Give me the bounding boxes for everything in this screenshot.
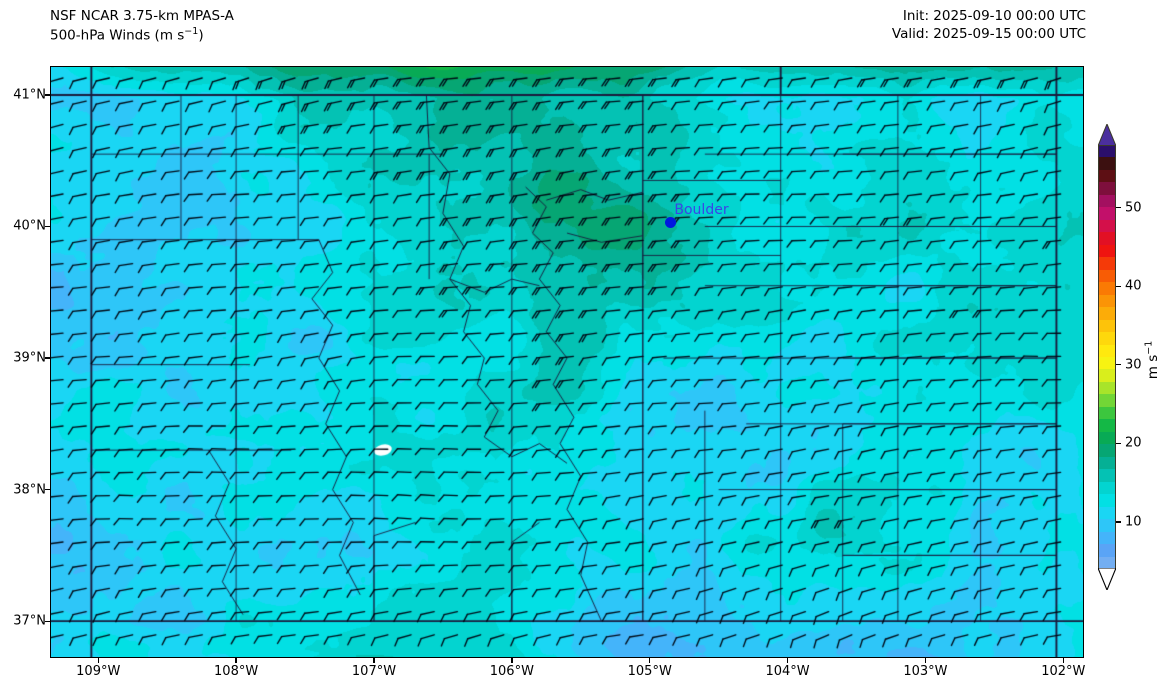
y-axis-tick-label-2: 39°N: [13, 350, 46, 366]
colorbar-segment-23: [1098, 431, 1116, 445]
colorbar-segment-19: [1098, 381, 1116, 395]
x-axis-tick-mark-0: [97, 658, 99, 663]
colorbar-segment-6: [1098, 219, 1116, 233]
x-axis-tick-mark-4: [649, 658, 651, 663]
colorbar-segment-16: [1098, 344, 1116, 358]
colorbar-segment-0: [1098, 145, 1116, 159]
colorbar-tick-mark-1: [1116, 285, 1121, 287]
colorbar-tick-label-3: 20: [1125, 435, 1142, 451]
field-title: 500-hPa Winds (m s−1): [50, 26, 204, 44]
colorbar-segment-33: [1098, 556, 1116, 570]
colorbar-outline: [1098, 145, 1116, 569]
field-title-text: 500-hPa Winds (m s: [50, 27, 185, 44]
y-axis-tick-mark-0: [45, 94, 50, 96]
colorbar-segment-26: [1098, 469, 1116, 483]
x-axis-tick-label-0: 109°W: [76, 664, 121, 679]
x-axis-tick-mark-1: [235, 658, 237, 663]
map-plot-area[interactable]: Boulder: [50, 66, 1084, 658]
colorbar-segment-14: [1098, 319, 1116, 333]
colorbar-segment-29: [1098, 506, 1116, 520]
model-title: NSF NCAR 3.75-km MPAS-A: [50, 8, 234, 24]
colorbar-segment-20: [1098, 394, 1116, 408]
colorbar-segment-1: [1098, 157, 1116, 171]
colorbar-segment-22: [1098, 419, 1116, 433]
boulder-city-label: Boulder: [674, 201, 729, 218]
colorbar-tick-mark-3: [1116, 442, 1121, 445]
boulder-city-marker[interactable]: [664, 217, 676, 229]
colorbar[interactable]: [1098, 124, 1116, 590]
x-axis-tick-label-5: 104°W: [765, 664, 810, 679]
field-title-exponent: −1: [184, 26, 199, 37]
colorbar-under-arrow: [1098, 568, 1116, 590]
x-axis-tick-label-4: 105°W: [627, 664, 672, 679]
y-axis-tick-mark-1: [45, 225, 50, 228]
colorbar-tick-label-0: 50: [1125, 200, 1142, 216]
colorbar-tick-label-1: 40: [1125, 278, 1142, 294]
colorbar-segment-2: [1098, 169, 1116, 183]
colorbar-tick-mark-0: [1116, 207, 1121, 209]
x-axis-tick-label-7: 102°W: [1041, 664, 1086, 679]
colorbar-tick-mark-2: [1116, 364, 1121, 366]
colorbar-segment-15: [1098, 332, 1116, 346]
colorbar-tick-label-2: 30: [1125, 357, 1142, 373]
colorbar-axis-label: m s−1: [1143, 341, 1161, 380]
field-title-close: ): [198, 27, 204, 44]
y-axis-tick-label-1: 40°N: [13, 218, 46, 234]
colorbar-segment-10: [1098, 269, 1116, 283]
colorbar-segment-18: [1098, 369, 1116, 383]
y-axis-tick-label-4: 37°N: [13, 613, 46, 629]
y-axis-tick-mark-2: [45, 357, 50, 359]
x-axis-tick-label-1: 108°W: [214, 664, 259, 679]
colorbar-segment-17: [1098, 357, 1116, 371]
x-axis-tick-mark-3: [511, 658, 513, 663]
colorbar-segment-13: [1098, 307, 1116, 321]
colorbar-segment-25: [1098, 456, 1116, 470]
y-axis-tick-mark-4: [45, 620, 50, 622]
valid-time-label: Valid: 2025-09-15 00:00 UTC: [891, 26, 1086, 42]
colorbar-tick-mark-4: [1116, 521, 1121, 523]
colorbar-segment-28: [1098, 494, 1116, 508]
colorbar-tick-label-4: 10: [1125, 514, 1142, 530]
colorbar-segment-11: [1098, 282, 1116, 296]
colorbar-segment-24: [1098, 444, 1116, 458]
colorbar-segment-21: [1098, 406, 1116, 420]
y-axis-tick-label-0: 41°N: [13, 87, 46, 103]
colorbar-segment-31: [1098, 531, 1116, 545]
x-axis-tick-mark-7: [1062, 658, 1064, 663]
colorbar-unit-exponent: −1: [1143, 340, 1155, 355]
colorbar-segment-32: [1098, 544, 1116, 558]
colorbar-segment-5: [1098, 207, 1116, 221]
colorbar-segment-27: [1098, 481, 1116, 495]
x-axis-tick-label-2: 107°W: [351, 664, 397, 679]
x-axis-tick-label-3: 106°W: [489, 664, 534, 679]
colorbar-segment-12: [1098, 294, 1116, 308]
x-axis-tick-mark-5: [786, 658, 789, 663]
colorbar-segment-7: [1098, 232, 1116, 246]
colorbar-over-arrow: [1098, 124, 1116, 146]
colorbar-segment-8: [1098, 244, 1116, 258]
colorbar-segment-30: [1098, 519, 1116, 533]
colorbar-segment-9: [1098, 257, 1116, 271]
y-axis-tick-label-3: 38°N: [13, 482, 46, 498]
colorbar-segment-4: [1098, 194, 1116, 208]
init-time-label: Init: 2025-09-10 00:00 UTC: [902, 8, 1086, 24]
x-axis-tick-label-6: 103°W: [903, 664, 948, 679]
x-axis-tick-mark-2: [373, 658, 375, 663]
wind-barb-layer: [50, 66, 1084, 658]
colorbar-gradient: [1098, 145, 1116, 570]
x-axis-tick-mark-6: [924, 658, 927, 663]
colorbar-unit-text: m s: [1144, 354, 1161, 380]
y-axis-tick-mark-3: [45, 488, 50, 491]
colorbar-segment-3: [1098, 182, 1116, 196]
